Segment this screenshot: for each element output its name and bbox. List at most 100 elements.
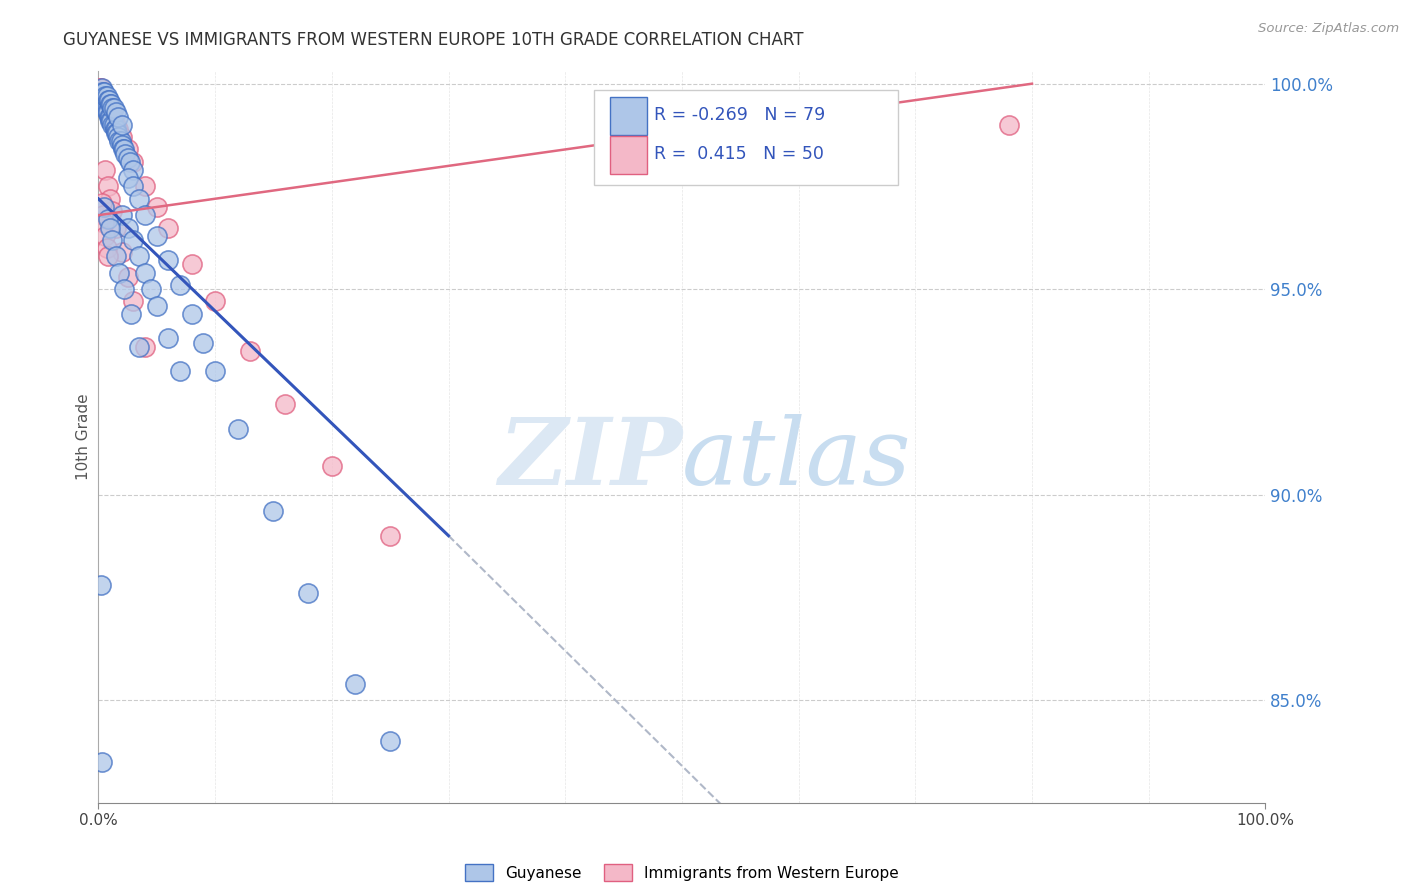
Point: [93, 85, 115, 99]
Point: [97, 97, 120, 112]
Point: [117, 269, 139, 284]
Point: [90, 80, 112, 95]
Point: [98, 97, 121, 112]
Point: [204, 294, 226, 309]
Point: [104, 220, 127, 235]
Point: [98, 192, 121, 206]
Text: atlas: atlas: [682, 414, 911, 504]
Point: [107, 121, 129, 136]
Point: [787, 159, 810, 173]
Point: [104, 126, 127, 140]
Point: [90, 80, 112, 95]
Point: [100, 97, 122, 112]
Point: [128, 192, 150, 206]
Point: [100, 105, 122, 120]
Point: [96, 101, 118, 115]
Point: [105, 126, 128, 140]
Point: [97, 212, 120, 227]
Point: [104, 118, 127, 132]
Point: [134, 266, 156, 280]
Point: [274, 397, 297, 411]
Point: [262, 504, 284, 518]
Point: [120, 307, 142, 321]
Point: [90, 195, 112, 210]
Point: [94, 93, 117, 107]
Point: [157, 253, 180, 268]
Point: [104, 121, 127, 136]
Point: [378, 734, 402, 748]
Point: [90, 755, 112, 769]
Point: [98, 105, 121, 120]
Point: [118, 154, 141, 169]
FancyBboxPatch shape: [610, 97, 647, 135]
Point: [112, 143, 135, 157]
Point: [169, 364, 191, 378]
Point: [96, 241, 118, 255]
Point: [94, 93, 117, 107]
Point: [193, 335, 215, 350]
Point: [157, 331, 180, 345]
Point: [96, 105, 118, 120]
Point: [94, 163, 117, 178]
Point: [97, 105, 120, 120]
Point: [90, 85, 112, 99]
Point: [321, 458, 343, 473]
Point: [107, 130, 129, 145]
Text: GUYANESE VS IMMIGRANTS FROM WESTERN EUROPE 10TH GRADE CORRELATION CHART: GUYANESE VS IMMIGRANTS FROM WESTERN EURO…: [63, 31, 804, 49]
Point: [97, 93, 120, 107]
Point: [117, 220, 139, 235]
Point: [157, 220, 180, 235]
Point: [89, 80, 111, 95]
Point: [96, 93, 118, 107]
Point: [108, 134, 131, 148]
Point: [93, 200, 115, 214]
Point: [101, 233, 124, 247]
Y-axis label: 10th Grade: 10th Grade: [76, 393, 91, 481]
Point: [111, 118, 134, 132]
Point: [97, 249, 120, 263]
Point: [98, 110, 121, 124]
Point: [104, 105, 127, 120]
Point: [228, 422, 250, 436]
Point: [134, 340, 156, 354]
Point: [297, 586, 319, 600]
Point: [111, 245, 134, 260]
Point: [117, 171, 139, 186]
Point: [91, 85, 114, 99]
Point: [91, 89, 114, 103]
Point: [90, 89, 112, 103]
Point: [97, 93, 120, 107]
Point: [146, 200, 169, 214]
Point: [122, 154, 145, 169]
Point: [104, 121, 127, 136]
Point: [90, 578, 112, 592]
Point: [997, 118, 1019, 132]
Point: [128, 249, 150, 263]
Point: [204, 364, 226, 378]
Point: [146, 228, 169, 243]
Point: [91, 85, 114, 99]
Point: [128, 340, 150, 354]
Point: [97, 179, 120, 194]
Point: [103, 118, 125, 132]
Point: [103, 101, 125, 115]
Text: R =  0.415   N = 50: R = 0.415 N = 50: [654, 145, 824, 162]
Point: [101, 110, 124, 124]
Point: [98, 113, 121, 128]
Point: [93, 89, 115, 103]
Point: [117, 151, 139, 165]
Point: [96, 97, 118, 112]
Point: [91, 208, 114, 222]
Point: [90, 85, 112, 99]
Point: [97, 110, 120, 124]
Point: [111, 208, 134, 222]
FancyBboxPatch shape: [610, 136, 647, 174]
Point: [97, 101, 120, 115]
Point: [107, 110, 129, 124]
Text: Source: ZipAtlas.com: Source: ZipAtlas.com: [1258, 22, 1399, 36]
Point: [103, 113, 125, 128]
Point: [108, 266, 131, 280]
Point: [94, 97, 117, 112]
Point: [93, 89, 115, 103]
Point: [112, 282, 135, 296]
